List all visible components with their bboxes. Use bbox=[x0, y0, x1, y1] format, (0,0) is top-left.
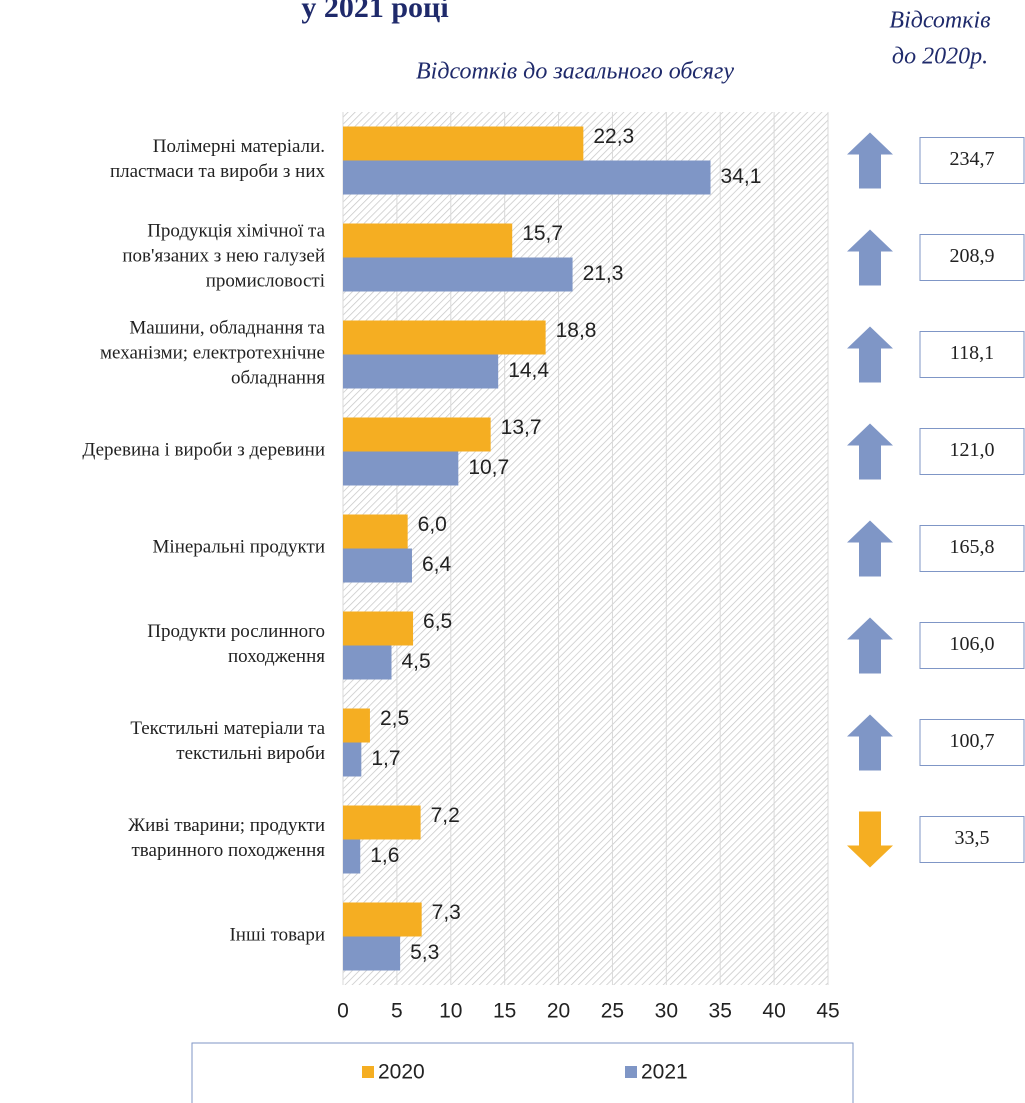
category-label: Машини, обладнання та механізми; електрот… bbox=[100, 318, 326, 389]
change-label: 234,7 bbox=[950, 148, 995, 170]
change-arrow bbox=[847, 714, 893, 771]
value-label: 15,7 bbox=[522, 222, 563, 245]
bar bbox=[343, 160, 711, 195]
bar bbox=[343, 514, 408, 549]
change-arrow bbox=[847, 520, 893, 577]
category-label: Продукція хімічної та пов'язаних з нею га… bbox=[122, 221, 325, 292]
bar bbox=[343, 936, 401, 971]
subtitle: Відсотків до загального обсягу bbox=[416, 59, 734, 85]
x-tick-label: 0 bbox=[337, 1000, 349, 1023]
x-tick-label: 35 bbox=[709, 1000, 732, 1023]
bar bbox=[343, 645, 392, 680]
side-title: Відсотків bbox=[889, 8, 990, 34]
x-tick-label: 45 bbox=[816, 1000, 839, 1023]
legend-swatch bbox=[625, 1066, 637, 1078]
chart-title: у 2021 році bbox=[301, 0, 448, 24]
value-label: 34,1 bbox=[721, 165, 762, 188]
change-arrow bbox=[847, 811, 893, 868]
bar bbox=[343, 354, 499, 389]
x-tick-label: 20 bbox=[547, 1000, 570, 1023]
bar bbox=[343, 548, 412, 583]
change-arrow bbox=[847, 617, 893, 674]
bar bbox=[343, 257, 573, 292]
change-box bbox=[919, 137, 1025, 184]
x-tick-label: 25 bbox=[601, 1000, 624, 1023]
x-tick-label: 40 bbox=[762, 1000, 785, 1023]
bar bbox=[343, 126, 584, 161]
change-label: 33,5 bbox=[955, 827, 990, 849]
bar bbox=[343, 742, 362, 777]
value-label: 4,5 bbox=[402, 650, 431, 673]
change-label: 165,8 bbox=[950, 536, 995, 558]
change-label: 121,0 bbox=[950, 439, 995, 461]
value-label: 1,7 bbox=[371, 747, 400, 770]
value-label: 7,2 bbox=[431, 804, 460, 827]
value-label: 7,3 bbox=[432, 901, 461, 924]
side-title: до 2020р. bbox=[892, 44, 988, 70]
x-tick-label: 10 bbox=[439, 1000, 462, 1023]
bar bbox=[343, 708, 370, 743]
bar bbox=[343, 839, 361, 874]
value-label: 10,7 bbox=[468, 456, 509, 479]
category-label: Деревина і вироби з деревини bbox=[82, 440, 325, 461]
change-box bbox=[919, 525, 1025, 572]
change-arrow bbox=[847, 423, 893, 480]
bar bbox=[343, 805, 421, 840]
value-label: 21,3 bbox=[583, 262, 624, 285]
bar bbox=[343, 223, 513, 258]
value-label: 14,4 bbox=[508, 359, 549, 382]
x-tick-label: 30 bbox=[655, 1000, 678, 1023]
legend-box bbox=[191, 1042, 854, 1103]
category-label: Живі тварини; продукти тваринного походже… bbox=[128, 815, 325, 861]
change-label: 208,9 bbox=[950, 245, 995, 267]
category-label: Продукти рослинного походження bbox=[147, 621, 325, 667]
bar bbox=[343, 451, 459, 486]
change-box bbox=[919, 719, 1025, 766]
change-arrow bbox=[847, 229, 893, 286]
bar bbox=[343, 611, 414, 646]
change-label: 118,1 bbox=[950, 342, 994, 364]
legend-label: 2020 bbox=[378, 1061, 425, 1084]
category-label: Мінеральні продукти bbox=[153, 537, 325, 558]
value-label: 6,5 bbox=[423, 610, 452, 633]
change-label: 106,0 bbox=[950, 633, 995, 655]
change-label: 100,7 bbox=[950, 730, 995, 752]
x-tick-label: 5 bbox=[391, 1000, 403, 1023]
legend-label: 2021 bbox=[641, 1061, 688, 1084]
value-label: 6,0 bbox=[418, 513, 447, 536]
category-label: Текстильні матеріали та текстильні вироби bbox=[130, 718, 325, 764]
category-label: Полімерні матеріали. пластмаси та вироби … bbox=[110, 136, 326, 182]
value-label: 2,5 bbox=[380, 707, 409, 730]
value-label: 5,3 bbox=[410, 941, 439, 964]
change-arrow bbox=[847, 132, 893, 189]
value-label: 18,8 bbox=[556, 319, 597, 342]
bar bbox=[343, 902, 422, 937]
change-box bbox=[919, 234, 1025, 281]
category-label: Інші товари bbox=[229, 925, 325, 946]
change-box bbox=[919, 428, 1025, 475]
x-tick-label: 15 bbox=[493, 1000, 516, 1023]
value-label: 13,7 bbox=[501, 416, 542, 439]
bar bbox=[343, 320, 546, 355]
value-label: 1,6 bbox=[370, 844, 399, 867]
change-arrow bbox=[847, 326, 893, 383]
legend-swatch bbox=[362, 1066, 374, 1078]
bar bbox=[343, 417, 491, 452]
value-label: 6,4 bbox=[422, 553, 452, 576]
change-box bbox=[919, 622, 1025, 669]
change-box bbox=[919, 331, 1025, 378]
value-label: 22,3 bbox=[593, 125, 634, 148]
change-box bbox=[919, 816, 1025, 863]
